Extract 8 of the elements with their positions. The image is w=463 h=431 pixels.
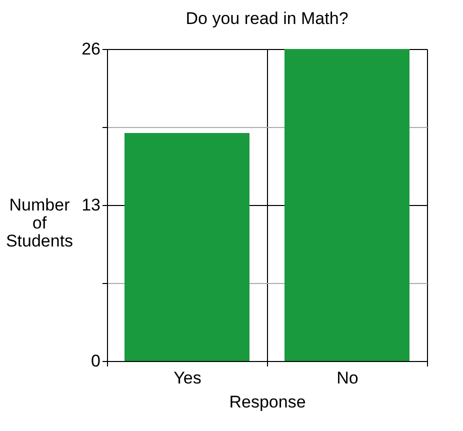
y-tick-label: 13 [82, 196, 100, 214]
y-tick-label: 26 [82, 40, 100, 58]
y-tick-label: 0 [91, 352, 100, 370]
x-tick-label: Yes [174, 368, 202, 388]
x-axis-title: Response [229, 392, 306, 412]
chart-title: Do you read in Math? [186, 9, 348, 28]
x-tick-label: No [336, 368, 358, 388]
y-axis-title: Number of Students [6, 196, 74, 250]
